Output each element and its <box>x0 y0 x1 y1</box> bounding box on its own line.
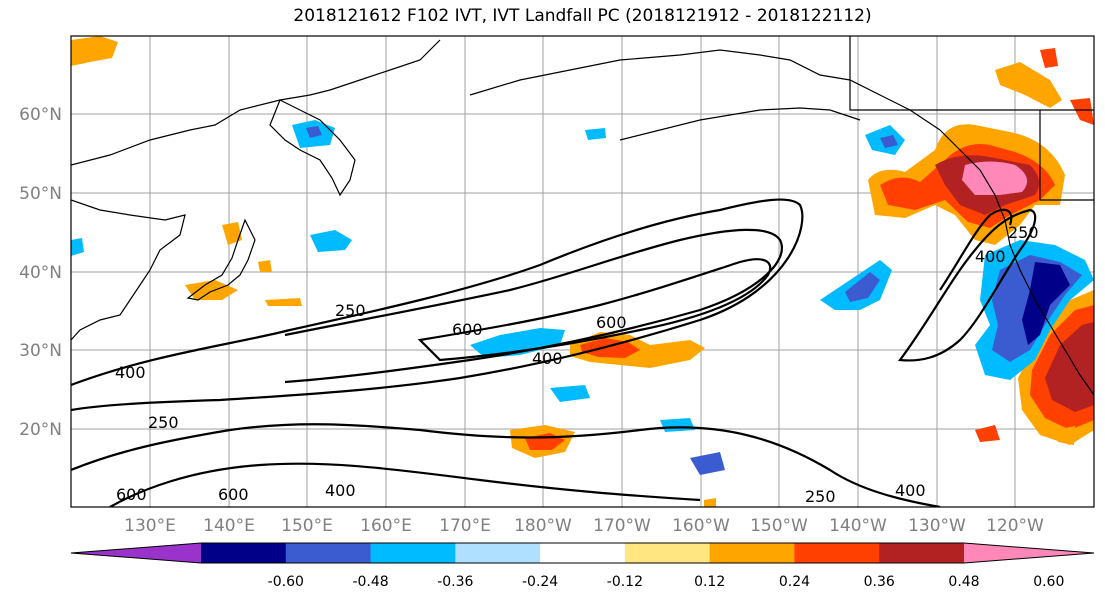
lon-label: 170°W <box>593 516 651 536</box>
contour-label: 600 <box>218 485 249 504</box>
lon-label: 160°W <box>672 516 730 536</box>
contour-labels: 250 600 400 250 600 400 600 400 250 400 … <box>115 223 1039 506</box>
lon-label: 130°E <box>124 516 176 536</box>
contour-label: 250 <box>148 413 179 432</box>
ivt-contours <box>71 198 1037 507</box>
lon-label: 150°W <box>750 516 808 536</box>
coastlines <box>71 36 1094 396</box>
lon-label: 120°W <box>986 516 1044 536</box>
contour-label: 250 <box>335 301 366 320</box>
colorbar-tick-label: 0.36 <box>864 574 895 590</box>
colorbar-segment <box>624 543 711 563</box>
contour-label: 600 <box>596 313 627 332</box>
colorbar-tick-label: 0.24 <box>779 574 810 590</box>
lon-label: 150°E <box>281 516 333 536</box>
colorbar-tick-labels: -0.60 -0.48 -0.36 -0.24 -0.12 0.12 0.24 … <box>268 574 1065 590</box>
contour-label: 400 <box>115 363 146 382</box>
lon-label: 140°W <box>829 516 887 536</box>
colorbar-tick-label: -0.12 <box>607 574 643 590</box>
contour-label: 600 <box>452 320 483 339</box>
map-title: 2018121612 F102 IVT, IVT Landfall PC (20… <box>293 6 872 26</box>
lon-label: 130°W <box>908 516 966 536</box>
colorbar-segment <box>879 543 965 563</box>
lat-label: 20°N <box>19 420 62 440</box>
lon-label: 140°E <box>203 516 255 536</box>
colorbar-tick-label: 0.12 <box>694 574 725 590</box>
colorbar-extension-min <box>71 543 201 563</box>
contour-label: 600 <box>116 485 147 504</box>
colorbar-extension-max <box>964 543 1094 563</box>
colorbar-tick-label: 0.48 <box>948 574 979 590</box>
colorbar-tick-label: -0.24 <box>522 574 558 590</box>
contour-label: 250 <box>805 487 836 506</box>
lat-label: 50°N <box>19 184 62 204</box>
ivt-anomaly-fills <box>71 36 1094 507</box>
lon-label: 170°E <box>439 516 491 536</box>
contour-label: 400 <box>532 349 563 368</box>
longitude-labels: 130°E 140°E 150°E 160°E 170°E 180°W 170°… <box>124 516 1044 536</box>
contour-label: 400 <box>895 481 926 500</box>
colorbar-outline <box>70 542 1095 564</box>
colorbar-segment <box>285 543 372 563</box>
colorbar-segment <box>709 543 795 563</box>
lon-label: 180°W <box>514 516 572 536</box>
latitude-labels: 60°N 50°N 40°N 30°N 20°N <box>19 105 62 440</box>
colorbar-tick-label: -0.36 <box>437 574 473 590</box>
colorbar-segment <box>455 543 541 563</box>
colorbar-segment <box>201 543 287 563</box>
colorbar-segment <box>370 543 456 563</box>
contour-label: 250 <box>1008 223 1039 242</box>
colorbar-tick-label: 0.60 <box>1033 574 1064 590</box>
lat-label: 60°N <box>19 105 62 125</box>
contour-label: 400 <box>325 481 356 500</box>
lon-label: 160°E <box>360 516 412 536</box>
colorbar <box>70 542 1095 564</box>
colorbar-tick-label: -0.48 <box>352 574 388 590</box>
colorbar-tick-label: -0.60 <box>268 574 304 590</box>
map-frame <box>70 35 1095 508</box>
contour-label: 400 <box>975 247 1006 266</box>
lat-label: 30°N <box>19 341 62 361</box>
colorbar-segment <box>794 543 880 563</box>
colorbar-segment <box>540 543 626 563</box>
lat-label: 40°N <box>19 263 62 283</box>
